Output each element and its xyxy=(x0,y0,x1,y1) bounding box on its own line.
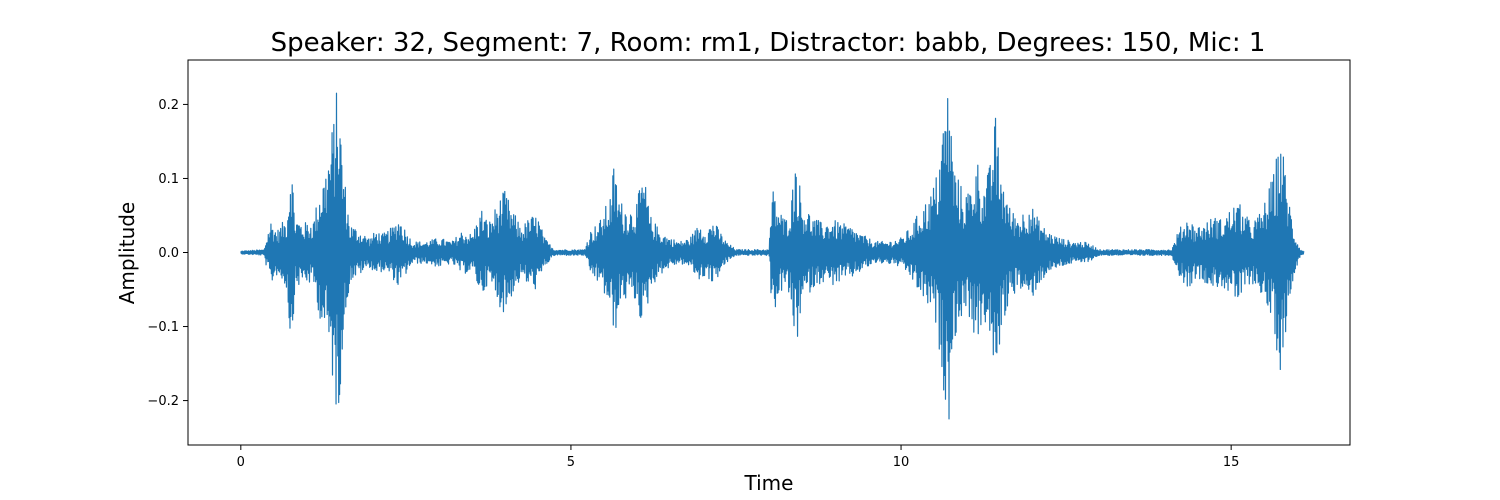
y-tick-label: −0.1 xyxy=(147,320,179,335)
y-axis: −0.2 −0.1 0.0 0.1 0.2 xyxy=(147,98,188,409)
y-axis-title: Amplitude xyxy=(115,202,139,305)
waveform-series-line xyxy=(240,92,1305,420)
x-tick-label: 0 xyxy=(237,455,245,470)
y-tick-label: 0.0 xyxy=(158,246,179,261)
x-tick-label: 15 xyxy=(1223,455,1240,470)
chart-title: Speaker: 32, Segment: 7, Room: rm1, Dist… xyxy=(271,28,1266,58)
y-tick-label: 0.2 xyxy=(158,98,179,113)
x-axis-title: Time xyxy=(744,471,794,495)
y-tick-label: −0.2 xyxy=(147,394,179,409)
x-tick-label: 10 xyxy=(893,455,910,470)
x-axis: 0 5 10 15 xyxy=(237,445,1240,470)
y-tick-label: 0.1 xyxy=(158,172,179,187)
waveform-layer xyxy=(240,92,1305,420)
x-tick-label: 5 xyxy=(567,455,575,470)
plot-area xyxy=(187,59,1351,446)
